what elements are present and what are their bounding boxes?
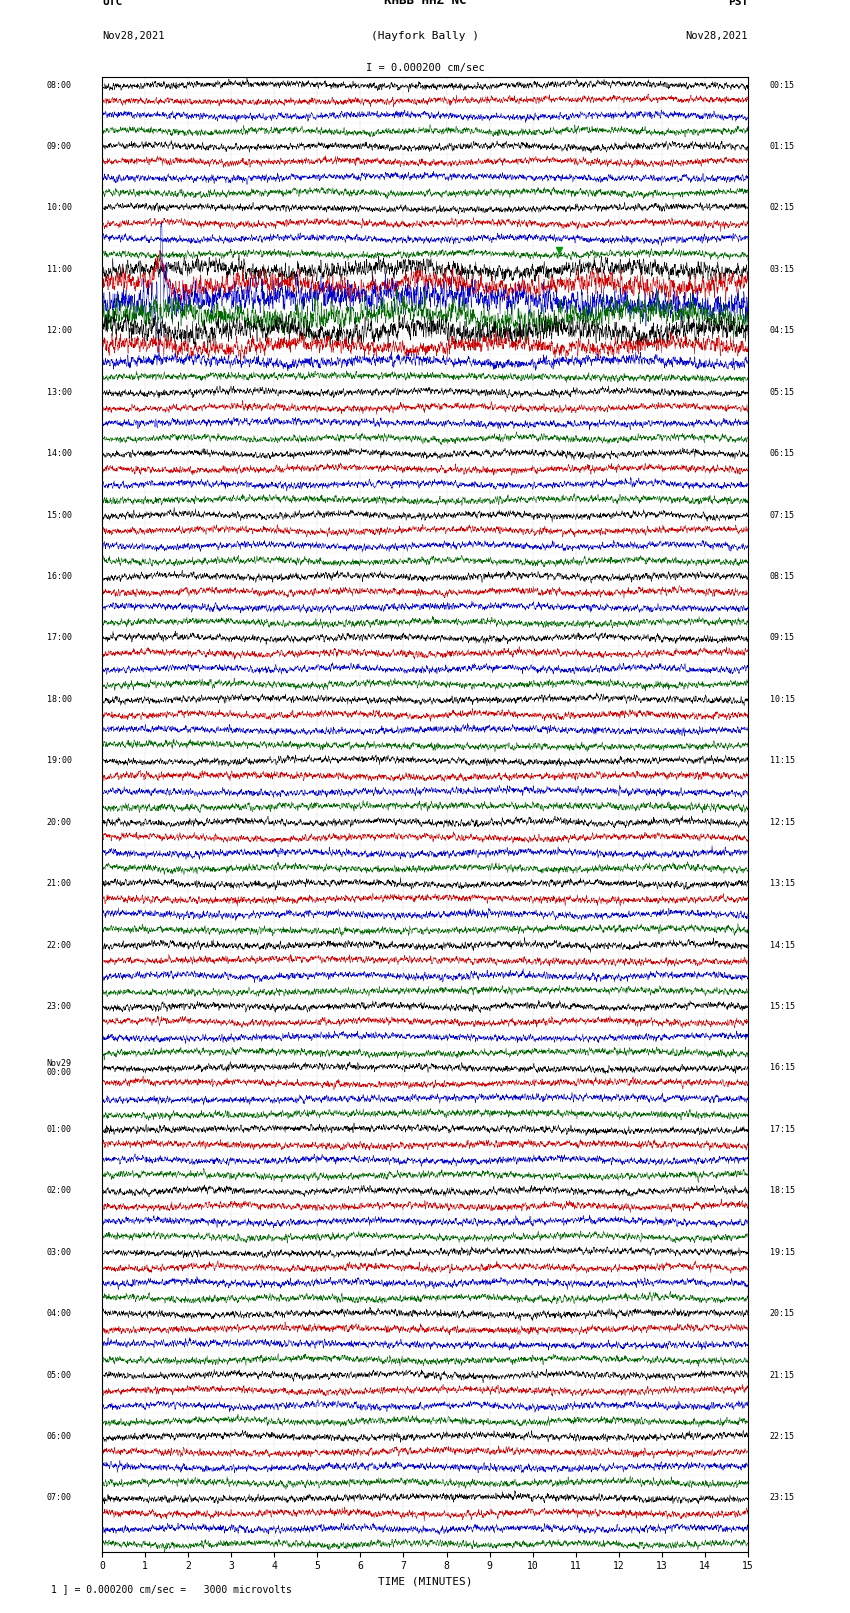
Text: 1 ] = 0.000200 cm/sec =   3000 microvolts: 1 ] = 0.000200 cm/sec = 3000 microvolts — [51, 1584, 292, 1594]
Text: 16:00: 16:00 — [47, 573, 72, 581]
Text: 12:00: 12:00 — [47, 326, 72, 336]
Text: 00:15: 00:15 — [769, 81, 795, 90]
Text: 14:00: 14:00 — [47, 448, 72, 458]
Text: 19:00: 19:00 — [47, 756, 72, 765]
Text: 18:15: 18:15 — [769, 1186, 795, 1195]
Text: 22:00: 22:00 — [47, 940, 72, 950]
Text: 09:00: 09:00 — [47, 142, 72, 152]
Text: 15:15: 15:15 — [769, 1002, 795, 1011]
Text: (Hayfork Bally ): (Hayfork Bally ) — [371, 31, 479, 40]
Text: 23:00: 23:00 — [47, 1002, 72, 1011]
Text: 21:00: 21:00 — [47, 879, 72, 889]
Text: UTC: UTC — [102, 0, 122, 6]
Text: 04:00: 04:00 — [47, 1310, 72, 1318]
Text: PST: PST — [728, 0, 748, 6]
Text: 04:15: 04:15 — [769, 326, 795, 336]
Text: 20:15: 20:15 — [769, 1310, 795, 1318]
Text: 17:15: 17:15 — [769, 1124, 795, 1134]
Text: 06:15: 06:15 — [769, 448, 795, 458]
Text: 15:00: 15:00 — [47, 511, 72, 519]
Text: KHBB HHZ NC: KHBB HHZ NC — [383, 0, 467, 6]
Text: 10:15: 10:15 — [769, 695, 795, 703]
Text: 14:15: 14:15 — [769, 940, 795, 950]
Text: Nov29
00:00: Nov29 00:00 — [47, 1058, 72, 1077]
Text: 11:15: 11:15 — [769, 756, 795, 765]
Text: 07:15: 07:15 — [769, 511, 795, 519]
Text: 21:15: 21:15 — [769, 1371, 795, 1379]
Text: 08:15: 08:15 — [769, 573, 795, 581]
Text: 19:15: 19:15 — [769, 1248, 795, 1257]
Text: 07:00: 07:00 — [47, 1494, 72, 1502]
Text: 17:00: 17:00 — [47, 634, 72, 642]
Text: 01:15: 01:15 — [769, 142, 795, 152]
Text: 09:15: 09:15 — [769, 634, 795, 642]
Text: 20:00: 20:00 — [47, 818, 72, 827]
Text: 02:00: 02:00 — [47, 1186, 72, 1195]
Text: 05:15: 05:15 — [769, 387, 795, 397]
Text: 13:15: 13:15 — [769, 879, 795, 889]
Text: 05:00: 05:00 — [47, 1371, 72, 1379]
Text: 12:15: 12:15 — [769, 818, 795, 827]
Text: 02:15: 02:15 — [769, 203, 795, 213]
Text: 16:15: 16:15 — [769, 1063, 795, 1073]
Text: 22:15: 22:15 — [769, 1432, 795, 1440]
Text: 23:15: 23:15 — [769, 1494, 795, 1502]
Text: I = 0.000200 cm/sec: I = 0.000200 cm/sec — [366, 63, 484, 73]
X-axis label: TIME (MINUTES): TIME (MINUTES) — [377, 1578, 473, 1587]
Text: Nov28,2021: Nov28,2021 — [102, 31, 165, 40]
Text: 10:00: 10:00 — [47, 203, 72, 213]
Text: 13:00: 13:00 — [47, 387, 72, 397]
Text: 11:00: 11:00 — [47, 265, 72, 274]
Text: 08:00: 08:00 — [47, 81, 72, 90]
Text: Nov28,2021: Nov28,2021 — [685, 31, 748, 40]
Text: 03:15: 03:15 — [769, 265, 795, 274]
Text: 03:00: 03:00 — [47, 1248, 72, 1257]
Text: 06:00: 06:00 — [47, 1432, 72, 1440]
Text: 01:00: 01:00 — [47, 1124, 72, 1134]
Text: 18:00: 18:00 — [47, 695, 72, 703]
